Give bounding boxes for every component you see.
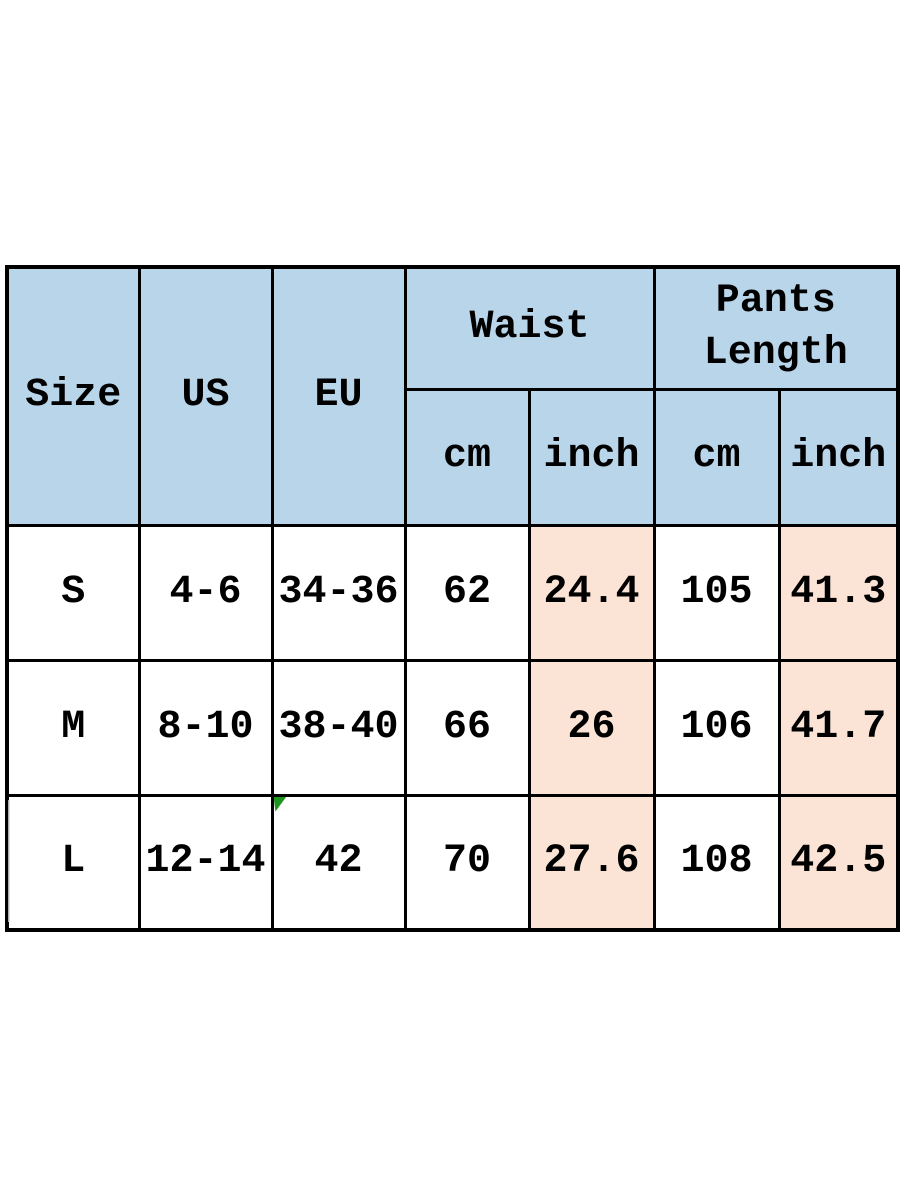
- cell-pants-cm: 105: [652, 523, 781, 662]
- header-group-row: Size US EU Waist Pants Length: [5, 265, 900, 527]
- cell-waist-inch: 27.6: [527, 793, 656, 932]
- cell-pants-cm: 106: [652, 658, 781, 797]
- header-us: US: [137, 265, 274, 527]
- header-waist: Waist: [403, 265, 656, 391]
- header-waist-cm: cm: [403, 387, 531, 527]
- cell-pants-cm: 108: [652, 793, 781, 932]
- cell-eu-value: 42: [314, 839, 363, 885]
- cell-waist-cm: 66: [403, 658, 531, 797]
- cell-pants-inch: 42.5: [777, 793, 900, 932]
- cell-waist-cm: 70: [403, 793, 531, 932]
- table-row-m: M 8-10 38-40 66 26 106 41.7: [5, 658, 900, 797]
- cell-pants-inch: 41.3: [777, 523, 900, 662]
- cell-us: 4-6: [137, 523, 274, 662]
- cell-size: M: [5, 658, 141, 797]
- header-eu: EU: [270, 265, 407, 527]
- header-sub-row: cm inch cm inch: [7, 387, 900, 527]
- excel-error-triangle-icon: [275, 798, 287, 812]
- cell-waist-inch: 26: [527, 658, 656, 797]
- header-waist-inch: inch: [527, 387, 656, 527]
- header-size: Size: [5, 265, 141, 527]
- cell-pants-inch: 41.7: [777, 658, 900, 797]
- cell-eu: 34-36: [270, 523, 407, 662]
- cell-waist-inch: 24.4: [527, 523, 656, 662]
- table-row-s: S 4-6 34-36 62 24.4 105 41.3: [5, 523, 900, 662]
- table-row-l: L 12-14 42 70 27.6 108 42.5: [5, 793, 900, 932]
- header-pants-cm: cm: [652, 387, 781, 527]
- cell-eu: 38-40: [270, 658, 407, 797]
- cell-us: 8-10: [137, 658, 274, 797]
- size-chart-table: Size US EU Waist Pants Length cm inch cm…: [5, 265, 900, 932]
- cell-waist-cm: 62: [403, 523, 531, 662]
- cell-eu: 42: [270, 793, 407, 932]
- cell-us: 12-14: [137, 793, 274, 932]
- scan-artifact-line: [8, 800, 10, 922]
- cell-size: S: [5, 523, 141, 662]
- cell-size: L: [5, 793, 141, 932]
- header-pants-length: Pants Length: [652, 265, 900, 391]
- header-pants-inch: inch: [777, 387, 900, 527]
